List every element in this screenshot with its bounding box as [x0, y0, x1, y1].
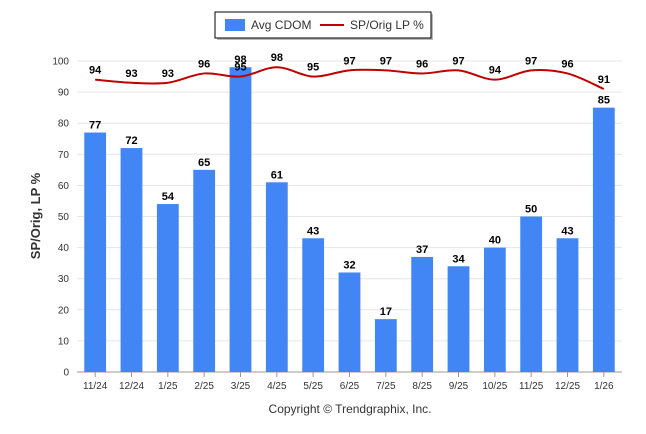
bar-value-label: 34: [452, 253, 465, 265]
line-value-label: 96: [198, 58, 210, 70]
y-tick-label: 90: [58, 88, 70, 99]
bar-value-label: 40: [489, 235, 501, 247]
x-tick-label: 10/25: [482, 381, 507, 392]
line-value-label: 93: [125, 68, 137, 80]
line-value-label: 95: [234, 62, 246, 74]
line-value-label: 97: [452, 55, 464, 67]
bar-value-label: 43: [561, 225, 573, 237]
x-tick-label: 11/25: [519, 381, 544, 392]
y-tick-label: 10: [58, 336, 70, 347]
x-tick-label: 1/26: [594, 381, 614, 392]
bar[interactable]: [374, 319, 397, 372]
line-value-label: 98: [271, 52, 283, 64]
y-axis-title: SP/Orig, LP %: [28, 172, 43, 259]
bar-value-label: 54: [162, 191, 175, 203]
x-tick-label: 1/25: [158, 381, 178, 392]
x-tick-label: 7/25: [376, 381, 396, 392]
line-value-label: 96: [561, 58, 573, 70]
y-tick-label: 70: [58, 150, 70, 161]
bar[interactable]: [338, 272, 361, 372]
bar[interactable]: [120, 148, 143, 372]
bar-value-label: 72: [125, 135, 137, 147]
bar-value-label: 17: [380, 306, 392, 318]
y-tick-label: 80: [58, 119, 70, 130]
bar-value-label: 43: [307, 225, 319, 237]
y-tick-label: 50: [58, 212, 70, 223]
y-tick-label: 20: [58, 305, 70, 316]
bar-value-label: 98: [234, 54, 246, 66]
bar[interactable]: [193, 169, 216, 372]
copyright-text: Copyright © Trendgraphix, Inc.: [269, 402, 432, 416]
line-series: [95, 66, 605, 90]
bar[interactable]: [84, 132, 107, 372]
y-tick-label: 100: [52, 57, 69, 68]
bar[interactable]: [520, 216, 543, 373]
y-axis-ticks: 0 10 20 30 40 50 60 70 80 90 100: [52, 57, 69, 379]
bar-value-label: 37: [416, 244, 428, 256]
line-value-label: 97: [380, 55, 392, 67]
y-tick-label: 60: [58, 181, 70, 192]
line-value-label: 94: [489, 65, 502, 77]
bar[interactable]: [156, 204, 179, 372]
legend-swatch-bar: [225, 19, 245, 31]
bar[interactable]: [592, 107, 615, 373]
bar[interactable]: [265, 182, 288, 372]
line-value-label: 94: [89, 65, 102, 77]
bar-data-labels: 77 72 54 65 98 61 43 32 17 37 34 40 50 43 85: [89, 54, 610, 318]
bar[interactable]: [483, 247, 506, 372]
x-tick-label: 9/25: [449, 381, 469, 392]
y-tick-label: 40: [58, 243, 70, 254]
bar[interactable]: [556, 238, 579, 372]
x-tick-label: 12/25: [555, 381, 580, 392]
line-value-label: 91: [598, 74, 610, 86]
bar-value-label: 65: [198, 157, 210, 169]
x-tick-label: 6/25: [340, 381, 360, 392]
bar[interactable]: [447, 266, 470, 372]
x-tick-label: 4/25: [267, 381, 287, 392]
bar-value-label: 77: [89, 120, 101, 132]
legend-label-bar: Avg CDOM: [251, 18, 311, 32]
x-axis-ticks: 11/24 12/24 1/25 2/25 3/25 4/25 5/25 6/25 7/25 8/…: [83, 372, 614, 392]
line-series-path[interactable]: [95, 66, 605, 90]
legend-label-line: SP/Orig LP %: [350, 18, 424, 32]
bar[interactable]: [302, 238, 325, 372]
bar-series: [84, 67, 615, 373]
x-tick-label: 5/25: [303, 381, 323, 392]
x-tick-label: 11/24: [83, 381, 108, 392]
bar-value-label: 50: [525, 204, 537, 216]
line-value-label: 96: [416, 58, 428, 70]
x-tick-label: 12/24: [119, 381, 144, 392]
legend[interactable]: Avg CDOM SP/Orig LP %: [214, 11, 433, 40]
bar-value-label: 32: [343, 259, 355, 271]
line-value-label: 95: [307, 62, 319, 74]
x-tick-label: 3/25: [231, 381, 251, 392]
line-value-label: 93: [162, 68, 174, 80]
y-tick-label: 0: [63, 368, 69, 379]
x-tick-label: 2/25: [194, 381, 214, 392]
y-tick-label: 30: [58, 274, 70, 285]
line-value-label: 97: [343, 55, 355, 67]
x-tick-label: 8/25: [412, 381, 432, 392]
bar-value-label: 85: [598, 95, 610, 107]
bar[interactable]: [229, 67, 252, 372]
line-value-label: 97: [525, 55, 537, 67]
bar[interactable]: [411, 256, 434, 372]
bar-value-label: 61: [271, 169, 283, 181]
